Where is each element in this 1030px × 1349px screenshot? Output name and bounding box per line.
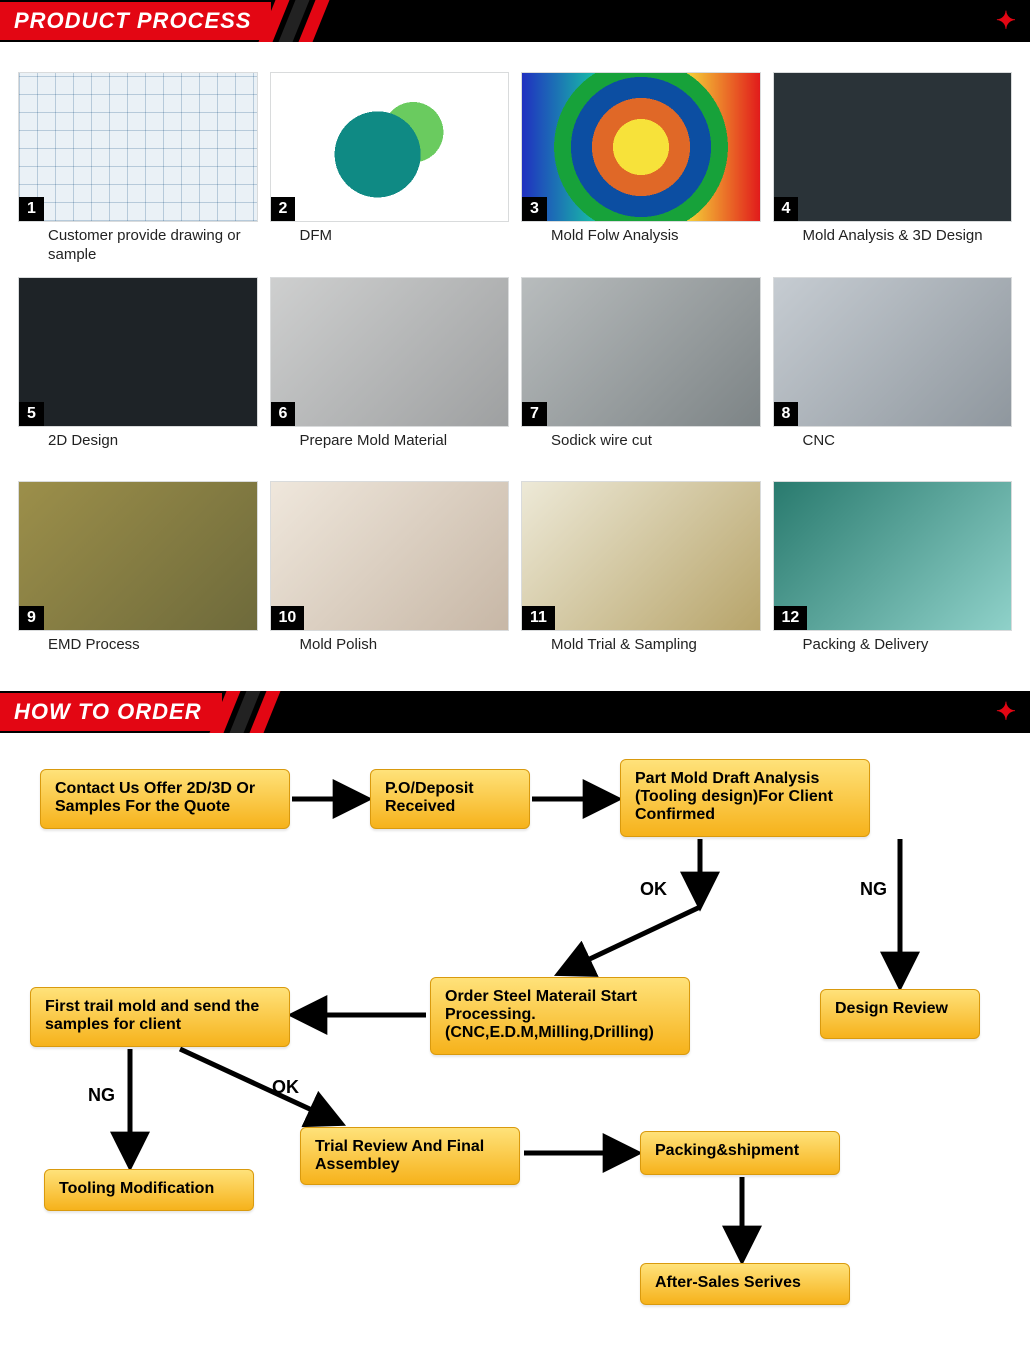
process-step: 7Sodick wire cut bbox=[521, 277, 761, 469]
process-step-image: 9 bbox=[18, 481, 258, 631]
process-step-image: 8 bbox=[773, 277, 1013, 427]
flow-node-draft: Part Mold Draft Analysis (Tooling design… bbox=[620, 759, 870, 837]
brand-logo-icon: ✦ bbox=[996, 697, 1016, 726]
brand-logo-icon: ✦ bbox=[996, 7, 1016, 36]
process-step-label: Mold Trial & Sampling bbox=[521, 631, 761, 673]
process-step-image: 1 bbox=[18, 72, 258, 222]
process-step-label: Mold Polish bbox=[270, 631, 510, 673]
process-step: 2DFM bbox=[270, 72, 510, 265]
flow-node-po: P.O/Deposit Received bbox=[370, 769, 530, 829]
process-step-number: 7 bbox=[522, 402, 547, 426]
process-step: 1Customer provide drawing or sample bbox=[18, 72, 258, 265]
process-step-image: 4 bbox=[773, 72, 1013, 222]
process-step-label: 2D Design bbox=[18, 427, 258, 469]
header-how-to-order: HOW TO ORDER ✦ bbox=[0, 691, 1030, 733]
process-step-label: Mold Analysis & 3D Design bbox=[773, 222, 1013, 264]
process-step-number: 6 bbox=[271, 402, 296, 426]
flow-node-packship: Packing&shipment bbox=[640, 1131, 840, 1175]
process-step-number: 12 bbox=[774, 606, 808, 630]
process-grid: 1Customer provide drawing or sample2DFM3… bbox=[0, 42, 1030, 691]
process-step-label: CNC bbox=[773, 427, 1013, 469]
process-step: 8CNC bbox=[773, 277, 1013, 469]
process-step-number: 2 bbox=[271, 197, 296, 221]
flow-node-after: After-Sales Serives bbox=[640, 1263, 850, 1305]
process-step-image: 7 bbox=[521, 277, 761, 427]
flow-node-contact: Contact Us Offer 2D/3D Or Samples For th… bbox=[40, 769, 290, 829]
flow-label-ng1: NG bbox=[860, 879, 887, 900]
process-step-number: 8 bbox=[774, 402, 799, 426]
order-flowchart: Contact Us Offer 2D/3D Or Samples For th… bbox=[0, 759, 1030, 1339]
process-step-label: Mold Folw Analysis bbox=[521, 222, 761, 264]
header-title: PRODUCT PROCESS bbox=[0, 2, 271, 40]
process-step-label: EMD Process bbox=[18, 631, 258, 673]
process-step-image: 3 bbox=[521, 72, 761, 222]
flow-label-ok1: OK bbox=[640, 879, 667, 900]
flow-edge bbox=[560, 907, 700, 973]
process-step: 12Packing & Delivery bbox=[773, 481, 1013, 673]
header-title: HOW TO ORDER bbox=[0, 693, 222, 731]
process-step-label: Customer provide drawing or sample bbox=[18, 222, 258, 265]
process-step-number: 5 bbox=[19, 402, 44, 426]
process-step: 3Mold Folw Analysis bbox=[521, 72, 761, 265]
flow-label-ok2: OK bbox=[272, 1077, 299, 1098]
process-step: 9EMD Process bbox=[18, 481, 258, 673]
process-step-label: DFM bbox=[270, 222, 510, 264]
process-step: 11Mold Trial & Sampling bbox=[521, 481, 761, 673]
process-step: 4Mold Analysis & 3D Design bbox=[773, 72, 1013, 265]
process-step-image: 11 bbox=[521, 481, 761, 631]
flow-node-order: Order Steel Materail Start Processing.(C… bbox=[430, 977, 690, 1055]
header-product-process: PRODUCT PROCESS ✦ bbox=[0, 0, 1030, 42]
flow-label-ng2: NG bbox=[88, 1085, 115, 1106]
process-step-label: Prepare Mold Material bbox=[270, 427, 510, 469]
process-step-number: 10 bbox=[271, 606, 305, 630]
process-step-number: 11 bbox=[522, 606, 555, 630]
process-step-number: 1 bbox=[19, 197, 44, 221]
process-step-image: 12 bbox=[773, 481, 1013, 631]
process-step-number: 4 bbox=[774, 197, 799, 221]
process-step: 10Mold Polish bbox=[270, 481, 510, 673]
flow-node-toolmod: Tooling Modification bbox=[44, 1169, 254, 1211]
flow-node-review: Design Review bbox=[820, 989, 980, 1039]
process-step-image: 2 bbox=[270, 72, 510, 222]
process-step: 6Prepare Mold Material bbox=[270, 277, 510, 469]
flow-edge bbox=[180, 1049, 340, 1123]
process-step-image: 10 bbox=[270, 481, 510, 631]
process-step-number: 3 bbox=[522, 197, 547, 221]
process-step-number: 9 bbox=[19, 606, 44, 630]
flow-node-first: First trail mold and send the samples fo… bbox=[30, 987, 290, 1047]
process-step-image: 5 bbox=[18, 277, 258, 427]
process-step: 52D Design bbox=[18, 277, 258, 469]
process-step-label: Packing & Delivery bbox=[773, 631, 1013, 673]
flow-node-trial: Trial Review And Final Assembley bbox=[300, 1127, 520, 1185]
process-step-image: 6 bbox=[270, 277, 510, 427]
process-step-label: Sodick wire cut bbox=[521, 427, 761, 469]
